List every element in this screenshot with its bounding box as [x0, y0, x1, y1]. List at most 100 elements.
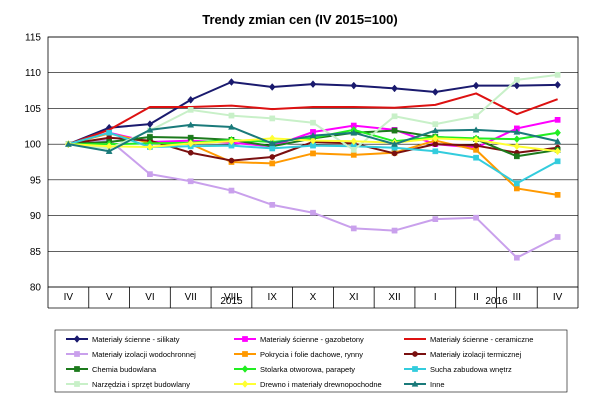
data-point	[147, 134, 153, 140]
legend-label: Chemia budowlana	[92, 365, 157, 374]
legend-item: Materiały ścienne - silikaty	[66, 335, 180, 344]
data-point	[411, 380, 419, 387]
data-point	[473, 214, 479, 221]
data-point	[391, 113, 398, 120]
data-point	[242, 336, 248, 342]
data-point	[513, 81, 521, 90]
data-point	[472, 135, 480, 144]
data-point	[554, 80, 561, 89]
y-tick-label: 110	[25, 68, 41, 79]
data-point	[269, 202, 276, 208]
legend-label: Materiały izolacji termicznej	[430, 350, 522, 359]
data-point	[554, 192, 561, 198]
x-tick-label: VII	[185, 292, 197, 303]
data-point	[513, 128, 521, 135]
legend-item: Sucha zabudowa wnętrz	[404, 365, 512, 374]
series-layer	[64, 72, 562, 261]
series-12	[64, 121, 562, 154]
data-point	[391, 150, 398, 157]
data-point	[74, 381, 80, 387]
legend-item: Materiały ścienne - gazobetony	[234, 335, 364, 344]
x-tick-label: IV	[64, 292, 74, 303]
x-tick-label: XI	[349, 292, 358, 303]
data-point	[73, 335, 81, 343]
data-point	[309, 136, 317, 145]
y-tick-label: 115	[25, 33, 41, 44]
y-tick-label: 90	[30, 211, 42, 222]
data-point	[269, 154, 276, 160]
year-label: 2016	[485, 296, 508, 307]
data-point	[228, 157, 235, 164]
legend-label: Inne	[430, 380, 445, 389]
legend-label: Pokrycia i folie dachowe, rynny	[260, 350, 363, 359]
data-point	[554, 158, 561, 165]
y-tick-label: 85	[30, 247, 42, 258]
data-point	[554, 72, 561, 78]
data-point	[241, 380, 249, 388]
data-point	[187, 139, 195, 148]
legend-item: Chemia budowlana	[66, 365, 157, 374]
data-point	[431, 134, 439, 143]
x-tick-label: VI	[145, 292, 154, 303]
data-point	[513, 180, 520, 187]
data-point	[391, 84, 398, 93]
data-point	[268, 83, 276, 91]
data-point	[350, 81, 358, 90]
data-point	[228, 123, 235, 130]
data-point	[473, 113, 479, 120]
data-point	[513, 254, 520, 261]
x-tick-label: X	[310, 292, 317, 303]
plot-border	[47, 36, 579, 288]
data-point	[472, 126, 480, 133]
data-point	[554, 128, 561, 137]
data-point	[187, 107, 194, 113]
legend-item: Pokrycia i folie dachowe, rynny	[234, 350, 363, 359]
data-point	[391, 227, 398, 234]
data-point	[187, 121, 195, 128]
data-point	[187, 178, 194, 185]
legend-label: Materiały ścienne - ceramiczne	[430, 335, 533, 344]
y-axis-labels: 80 85 90 95 100 105 110 115	[24, 33, 41, 294]
data-point	[412, 366, 418, 372]
data-point	[554, 147, 561, 156]
data-point	[350, 225, 357, 232]
chart-title: Trendy zmian cen (IV 2015=100)	[202, 12, 397, 27]
legend-label: Stolarka otworowa, parapety	[260, 365, 355, 374]
data-point	[228, 137, 235, 146]
data-point	[391, 140, 398, 147]
data-point	[391, 127, 398, 134]
legend-item: Drewno i materiały drewnopochodne	[234, 380, 382, 389]
legend-item: Materiały ścienne - ceramiczne	[404, 335, 533, 344]
y-tick-label: 80	[30, 283, 42, 294]
legend-item: Stolarka otworowa, parapety	[234, 365, 355, 374]
data-point	[412, 351, 418, 357]
x-tick-label: II	[473, 292, 479, 303]
data-point	[431, 127, 439, 134]
data-point	[513, 153, 520, 160]
legend-item: Materiały izolacji wodochronnej	[66, 350, 196, 359]
data-point	[242, 351, 248, 357]
y-tick-label: 105	[24, 104, 41, 115]
data-point	[473, 142, 479, 149]
data-point	[554, 137, 562, 144]
data-point	[64, 140, 72, 147]
data-point	[473, 154, 479, 161]
series-line	[68, 92, 558, 146]
data-point	[187, 149, 194, 156]
data-point	[147, 171, 153, 177]
data-point	[310, 150, 316, 157]
data-point	[432, 121, 439, 127]
series-11	[65, 134, 561, 156]
data-point	[228, 78, 235, 86]
data-point	[228, 187, 235, 194]
x-tick-label: III	[513, 292, 521, 303]
x-tick-label: I	[434, 292, 437, 303]
data-point	[74, 351, 80, 357]
x-tick-label: V	[106, 292, 113, 303]
legend-label: Materiały ścienne - gazobetony	[260, 335, 364, 344]
data-point	[554, 117, 561, 123]
series-3	[68, 92, 558, 146]
data-point	[513, 77, 520, 83]
